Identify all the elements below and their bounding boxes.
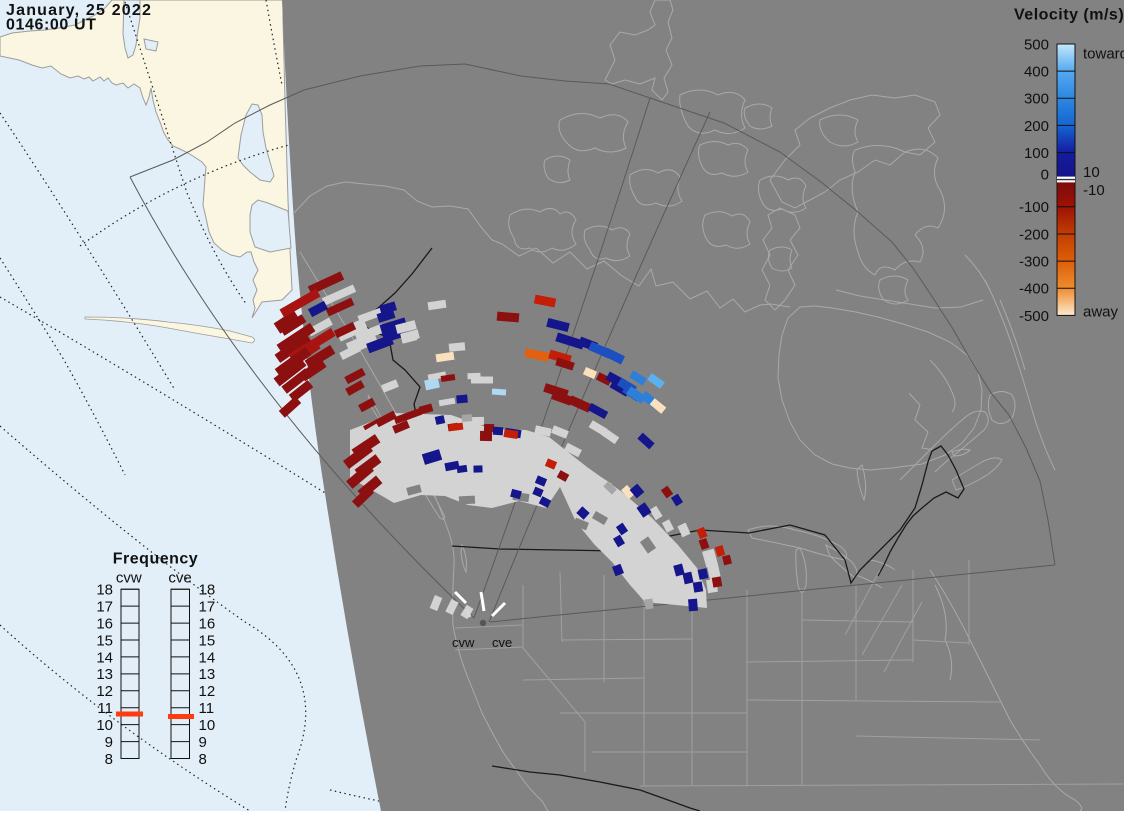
svg-text:-200: -200 xyxy=(1019,226,1049,243)
svg-text:-400: -400 xyxy=(1019,281,1049,298)
svg-text:17: 17 xyxy=(96,599,113,616)
svg-text:11: 11 xyxy=(97,700,113,717)
svg-text:9: 9 xyxy=(199,734,207,751)
svg-text:200: 200 xyxy=(1024,118,1049,135)
svg-text:18: 18 xyxy=(199,582,216,599)
svg-text:cve: cve xyxy=(168,569,191,586)
svg-text:500: 500 xyxy=(1024,36,1049,53)
svg-text:100: 100 xyxy=(1024,145,1049,162)
svg-text:10: 10 xyxy=(1083,164,1100,181)
svg-text:300: 300 xyxy=(1024,91,1049,108)
svg-text:9: 9 xyxy=(105,734,113,751)
svg-text:0: 0 xyxy=(1041,167,1049,184)
svg-text:8: 8 xyxy=(199,751,207,768)
svg-text:16: 16 xyxy=(199,616,216,633)
svg-text:8: 8 xyxy=(105,751,113,768)
svg-text:-100: -100 xyxy=(1019,199,1049,216)
svg-text:Frequency: Frequency xyxy=(113,551,198,568)
svg-text:18: 18 xyxy=(96,582,113,599)
svg-text:toward: toward xyxy=(1083,45,1124,62)
svg-text:cve: cve xyxy=(492,635,512,650)
svg-text:15: 15 xyxy=(96,632,113,649)
svg-text:12: 12 xyxy=(96,683,113,700)
svg-text:16: 16 xyxy=(96,616,113,633)
svg-text:cvw: cvw xyxy=(116,569,142,586)
svg-text:January, 25 2022: January, 25 2022 xyxy=(6,2,152,19)
svg-text:0146:00 UT: 0146:00 UT xyxy=(6,17,97,34)
svg-text:cvw: cvw xyxy=(452,635,475,650)
svg-text:Velocity (m/s): Velocity (m/s) xyxy=(1014,7,1124,24)
svg-text:13: 13 xyxy=(199,666,216,683)
svg-text:10: 10 xyxy=(96,717,113,734)
svg-text:15: 15 xyxy=(199,632,216,649)
svg-text:13: 13 xyxy=(96,666,113,683)
svg-text:14: 14 xyxy=(199,649,216,666)
svg-text:400: 400 xyxy=(1024,64,1049,81)
svg-text:-10: -10 xyxy=(1083,182,1105,199)
svg-text:-300: -300 xyxy=(1019,254,1049,271)
svg-text:-500: -500 xyxy=(1019,308,1049,325)
svg-text:11: 11 xyxy=(199,700,215,717)
svg-text:away: away xyxy=(1083,303,1119,320)
svg-text:10: 10 xyxy=(199,717,216,734)
svg-text:14: 14 xyxy=(96,649,113,666)
svg-text:12: 12 xyxy=(199,683,216,700)
svg-text:17: 17 xyxy=(199,599,216,616)
